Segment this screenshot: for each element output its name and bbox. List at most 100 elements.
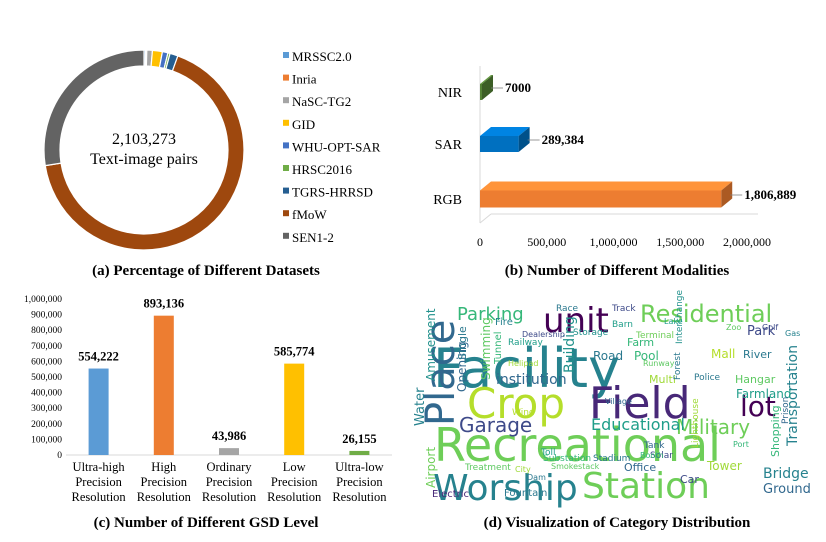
modality-value-label: 289,384 <box>542 132 585 147</box>
wordcloud-word-facility: Facility <box>433 337 620 400</box>
wordcloud-word-lighthouse: Lighthouse <box>691 398 701 448</box>
gsd-value-label: 585,774 <box>274 345 315 359</box>
wordcloud-word-golf: Golf <box>762 323 778 332</box>
wordcloud-word-military: Military <box>676 415 750 439</box>
modality-xtick: 0 <box>477 235 483 249</box>
modality-bar-side-nir <box>482 75 493 100</box>
wordcloud-word-shopping: Shopping <box>769 405 782 457</box>
gsd-bar-ordinary <box>219 448 239 455</box>
modality-category-nir: NIR <box>438 86 463 101</box>
modality-category-sar: SAR <box>435 138 463 153</box>
wordcloud-word-residential: Residential <box>640 300 772 328</box>
legend-swatch-inria <box>283 74 289 81</box>
modality-category-rgb: RGB <box>433 193 462 208</box>
gsd-ytick: 900,000 <box>31 311 62 321</box>
legend-label-inria: Inria <box>292 72 317 87</box>
wordcloud-word-swimming: Swimming <box>479 317 493 380</box>
wordcloud-word-barn: Barn <box>612 320 633 330</box>
panel-b: 0 500,000 1,000,000 1,500,000 2,000,000 7000 N… <box>433 66 797 279</box>
gsd-bar-low <box>284 363 305 455</box>
wordcloud-word-booth: Booth <box>640 451 663 460</box>
gsd-value-label: 43,986 <box>212 429 246 443</box>
wordcloud-word-race: Race <box>556 304 579 314</box>
donut-center-total: 2,103,273 <box>112 131 176 148</box>
wordcloud-word-toll: Toll <box>540 448 555 458</box>
modality-value-label: 7000 <box>505 80 531 95</box>
wordcloud-word-tower: Tower <box>706 459 742 473</box>
donut-legend: MRSSC2.0 Inria NaSC-TG2 GID WHU-OPT-SAR HRSC2… <box>283 49 381 245</box>
gsd-value-label: 554,222 <box>78 350 119 364</box>
legend-swatch-tgrs-hrrsd <box>283 187 289 194</box>
modality-bar-sar <box>480 136 519 152</box>
wordcloud-word-parking: Parking <box>457 304 524 325</box>
gsd-category-label-low: Low <box>283 460 306 474</box>
modality-bar-rgb <box>480 190 722 208</box>
legend-swatch-fmow <box>283 210 289 217</box>
gsd-chart: 0 100,000 200,000 300,000 400,000 500,000 600,… <box>24 295 392 504</box>
legend-label-sen1-2: SEN1-2 <box>292 230 334 245</box>
wordcloud-word-transportation: Transportation <box>785 345 801 447</box>
gsd-value-label: 893,136 <box>143 297 184 311</box>
wordcloud-word-ground: Ground <box>763 482 811 497</box>
modality-bar-top-sar <box>480 127 530 136</box>
wordcloud-word-dam: Dam <box>527 473 546 482</box>
wordcloud-word-smokestack: Smokestack <box>551 462 600 471</box>
legend-label-fmow: fMoW <box>292 207 327 222</box>
wordcloud-word-tunnel: Tunnel <box>493 331 504 365</box>
wordcloud-word-lot: lot <box>740 390 776 423</box>
gsd-category-label-low: Precision <box>271 475 318 489</box>
wordcloud-word-interchange: Interchange <box>675 289 685 344</box>
wordcloud-word-station: Station <box>582 466 710 507</box>
modality-bar-side-sar <box>518 127 530 152</box>
gsd-ytick: 400,000 <box>31 389 62 399</box>
gsd-category-label-ordinary: Ordinary <box>206 460 252 474</box>
wordcloud-word-river: River <box>743 348 772 361</box>
donut-chart <box>43 49 245 251</box>
wordcloud-word-stadium: Stadium <box>593 454 630 464</box>
panel-d-title: (d) Visualization of Category Distributi… <box>484 515 751 531</box>
wordcloud-word-road: Road <box>593 349 623 363</box>
donut-slice-sen1-2 <box>43 49 145 167</box>
wordcloud-word-institution: institution <box>496 372 567 388</box>
wordcloud-word-terminal: Terminal <box>635 331 674 341</box>
panel-a: 2,103,273 Text-image pairs MRSSC2.0 Inria… <box>43 49 381 279</box>
wordcloud-word-amusement: Amusement <box>424 308 438 381</box>
gsd-ytick: 200,000 <box>31 420 62 430</box>
gsd-ytick: 500,000 <box>31 373 62 383</box>
wordcloud-word-substation: Substation <box>543 454 591 464</box>
wordcloud-word-mall: Mall <box>711 347 735 361</box>
wordcloud-word-port: Port <box>733 440 749 449</box>
gsd-category-label-ultra-low: Precision <box>336 475 383 489</box>
gsd-category-label-ultra-high: Precision <box>75 475 122 489</box>
panel-a-title: (a) Percentage of Different Datasets <box>92 263 320 279</box>
wordcloud-word-treatment: Treatment <box>464 463 511 473</box>
wordcloud-word-track: Track <box>611 304 636 314</box>
donut-center-caption: Text-image pairs <box>90 151 198 168</box>
modality-bar-top-nir <box>480 75 493 84</box>
modality-xtick: 1,000,000 <box>590 235 638 249</box>
gsd-value-label: 26,155 <box>342 432 376 446</box>
wordcloud-word-farmland: Farmland <box>736 387 791 401</box>
gsd-category-label-ultra-high: Resolution <box>72 490 127 504</box>
gsd-category-label-ultra-high: Ultra-high <box>73 460 126 474</box>
gsd-ytick: 800,000 <box>31 326 62 336</box>
wordcloud-word-multi: Multi <box>649 373 676 386</box>
wordcloud-word-opening: Opening <box>455 341 469 392</box>
modality-xtick: 1,500,000 <box>656 235 704 249</box>
legend-swatch-mrssc2-0 <box>283 52 289 58</box>
gsd-bar-ultra-high <box>88 368 109 455</box>
wordcloud-word-tank: Tank <box>643 441 665 451</box>
wordcloud-word-storage: Storage <box>573 328 609 338</box>
wordcloud-word-fountain: Fountain <box>504 488 547 499</box>
gsd-category-label-high: High <box>151 460 177 474</box>
wordcloud-word-city: City <box>515 465 531 474</box>
wordcloud-word-police: Police <box>694 373 721 383</box>
wordcloud-word-runway: Runway <box>643 359 675 368</box>
gsd-category-label-ordinary: Resolution <box>202 490 257 504</box>
wordcloud-word-forest: Forest <box>673 352 683 380</box>
wordcloud-word-hangar: Hangar <box>735 373 776 386</box>
legend-label-hrsc2016: HRSC2016 <box>292 162 352 177</box>
gsd-ytick: 600,000 <box>31 357 62 367</box>
gsd-ytick: 100,000 <box>31 435 62 445</box>
